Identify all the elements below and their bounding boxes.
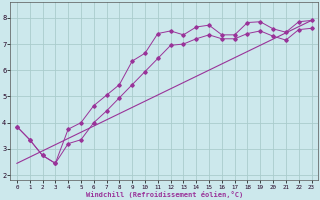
- X-axis label: Windchill (Refroidissement éolien,°C): Windchill (Refroidissement éolien,°C): [85, 191, 243, 198]
